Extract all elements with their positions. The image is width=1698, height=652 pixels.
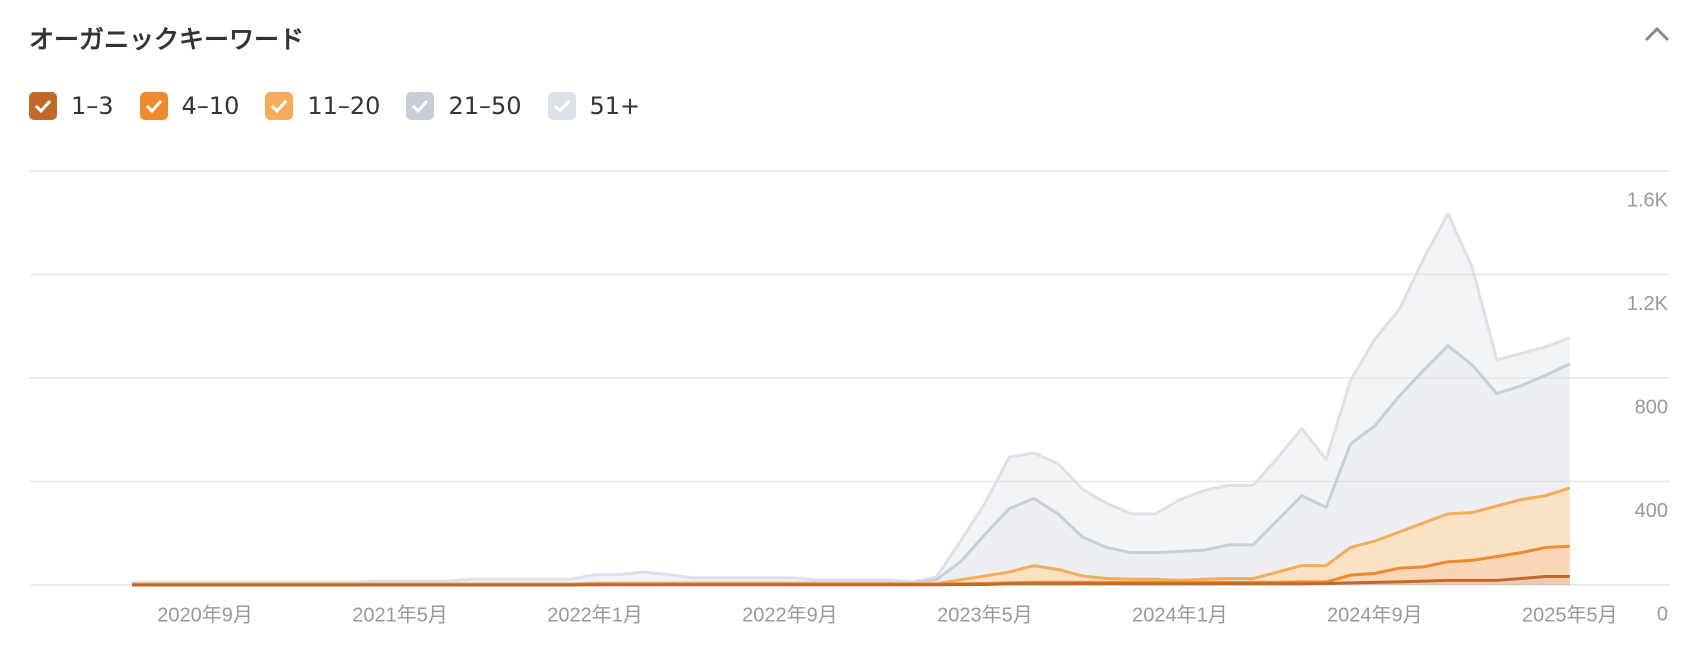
legend-checkbox[interactable] bbox=[406, 92, 435, 120]
y-tick-label: 800 bbox=[1635, 396, 1668, 418]
legend-item[interactable]: 1–3 bbox=[29, 92, 114, 120]
x-tick-label: 2022年1月 bbox=[547, 603, 643, 626]
y-tick-label: 1.6K bbox=[1627, 189, 1669, 211]
legend-label: 21–50 bbox=[448, 92, 522, 120]
legend-checkbox[interactable] bbox=[139, 92, 168, 120]
legend-item[interactable]: 51+ bbox=[547, 92, 641, 120]
y-tick-label: 0 bbox=[1657, 603, 1668, 625]
legend-label: 1–3 bbox=[71, 92, 114, 120]
y-tick-label: 1.2K bbox=[1627, 293, 1669, 315]
x-tick-label: 2025年5月 bbox=[1522, 603, 1618, 626]
area bbox=[132, 576, 1570, 585]
x-tick-label: 2020年9月 bbox=[157, 603, 253, 626]
legend-label: 51+ bbox=[589, 92, 641, 120]
legend-item[interactable]: 21–50 bbox=[406, 92, 522, 120]
legend-label: 4–10 bbox=[181, 92, 240, 120]
x-tick-label: 2023年5月 bbox=[937, 603, 1033, 626]
x-tick-label: 2022年9月 bbox=[742, 603, 838, 626]
x-tick-label: 2024年9月 bbox=[1327, 603, 1423, 626]
y-tick-label: 400 bbox=[1635, 500, 1668, 522]
legend-item[interactable]: 11–20 bbox=[265, 92, 380, 120]
legend: 1–3 4–10 11–20 21–50 51+ bbox=[29, 92, 640, 120]
legend-label: 11–20 bbox=[307, 92, 381, 120]
area bbox=[132, 213, 1570, 584]
collapse-button[interactable] bbox=[1644, 26, 1670, 42]
x-tick-label: 2024年1月 bbox=[1132, 603, 1228, 626]
legend-item[interactable]: 4–10 bbox=[139, 92, 240, 120]
panel-title: オーガニックキーワード bbox=[29, 25, 305, 54]
series-line bbox=[132, 574, 1570, 587]
series-line bbox=[132, 212, 1571, 584]
x-tick-label: 2021年5月 bbox=[352, 603, 448, 626]
legend-checkbox[interactable] bbox=[265, 92, 294, 120]
legend-checkbox[interactable] bbox=[547, 92, 576, 120]
legend-checkbox[interactable] bbox=[29, 92, 57, 120]
